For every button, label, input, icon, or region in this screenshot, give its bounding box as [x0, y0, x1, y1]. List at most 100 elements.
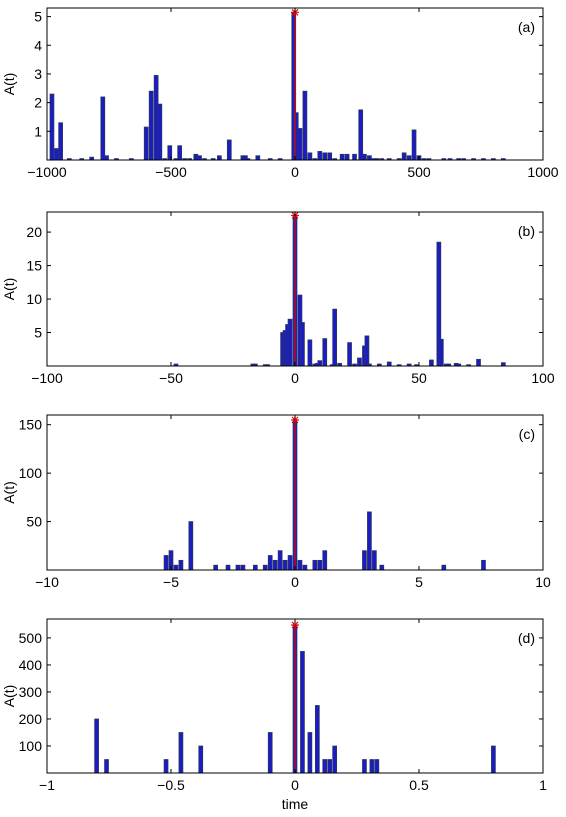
x-tick-label: −500: [155, 164, 187, 180]
y-tick-label: 500: [19, 630, 43, 646]
bar: [49, 93, 55, 161]
y-tick-label: 400: [19, 657, 43, 673]
bar: [235, 564, 241, 571]
bar: [379, 564, 385, 571]
bar: [438, 338, 444, 367]
bar: [287, 555, 293, 571]
panel-label: (c): [519, 426, 535, 442]
panel-label: (a): [518, 19, 535, 35]
x-tick-label: 10: [535, 574, 551, 590]
panel-label: (b): [518, 223, 535, 239]
bar: [217, 155, 222, 161]
bar: [297, 128, 303, 161]
x-tick-label: 500: [407, 164, 431, 180]
bar: [332, 745, 338, 774]
bar: [364, 335, 370, 367]
y-tick-label: 5: [34, 9, 42, 25]
bar: [322, 550, 328, 571]
bar: [100, 96, 106, 161]
bar: [163, 555, 169, 571]
x-tick-label: 0: [291, 574, 299, 590]
y-tick-label: 3: [34, 66, 42, 82]
bar: [58, 122, 63, 161]
bar: [322, 338, 328, 367]
bar: [367, 511, 372, 571]
bar: [307, 732, 313, 774]
bar: [362, 153, 367, 161]
y-tick-label: 1: [34, 123, 42, 139]
x-tick-label: 0.5: [409, 777, 429, 793]
x-tick-label: −1000: [27, 164, 67, 180]
bar: [143, 126, 149, 161]
panel-0: −1000 −500 0 500 1000 1 2 3 4 5 (a) A(t): [1, 7, 559, 180]
bar: [173, 564, 179, 571]
y-tick-label: 5: [34, 325, 42, 341]
bar: [177, 145, 183, 161]
bar: [188, 521, 194, 571]
bar: [197, 155, 202, 161]
x-tick-label: 0: [291, 164, 299, 180]
bar: [302, 90, 308, 161]
bar: [307, 152, 313, 161]
bar: [317, 151, 323, 161]
y-tick-label: 20: [26, 224, 42, 240]
bar: [178, 732, 184, 774]
bar: [225, 564, 231, 571]
y-tick-label: 2: [34, 95, 42, 111]
bar: [94, 718, 99, 774]
bar: [347, 342, 352, 367]
bar: [441, 564, 447, 571]
bar: [307, 339, 313, 367]
bar: [54, 148, 59, 161]
x-tick-label: −0.5: [157, 777, 185, 793]
bar: [213, 564, 218, 571]
bar: [104, 759, 109, 774]
bar: [476, 358, 481, 367]
panel-2: −10 −5 0 5 10 50 100 150 (c) A(t): [1, 414, 551, 590]
y-tick-label: 15: [26, 258, 42, 274]
bar: [481, 559, 486, 571]
x-tick-label: 0: [291, 777, 299, 793]
bar: [272, 559, 278, 571]
x-tick-label: 1000: [527, 164, 558, 180]
bar: [352, 153, 357, 161]
y-tick-label: 4: [34, 37, 42, 53]
y-axis-label: A(t): [1, 481, 17, 504]
x-tick-label: −10: [35, 574, 59, 590]
y-tick-label: 200: [19, 711, 43, 727]
bar: [500, 362, 506, 367]
bar: [317, 360, 323, 367]
bar: [374, 759, 380, 774]
bar: [386, 361, 392, 367]
bar: [314, 705, 320, 774]
bar: [429, 359, 434, 367]
bar: [148, 90, 154, 161]
y-tick-label: 100: [19, 465, 43, 481]
bar: [300, 322, 305, 367]
bar: [411, 129, 417, 161]
x-tick-label: 1: [539, 777, 547, 793]
bar: [163, 759, 169, 774]
bar: [252, 564, 258, 571]
bar: [262, 564, 268, 571]
panel-label: (d): [518, 630, 535, 646]
bar: [358, 109, 364, 161]
y-tick-label: 100: [19, 738, 43, 754]
bar: [287, 318, 293, 367]
bar: [362, 550, 367, 571]
bar: [357, 357, 362, 367]
bar: [327, 152, 333, 161]
bar: [104, 155, 109, 161]
x-tick-label: 50: [411, 370, 427, 386]
bar: [267, 555, 273, 571]
bar: [240, 564, 246, 571]
bar: [344, 153, 350, 161]
x-tick-label: −1: [39, 777, 55, 793]
x-axis-label: time: [282, 796, 309, 812]
y-axis-label: A(t): [1, 73, 17, 96]
y-tick-label: 150: [19, 417, 43, 433]
panel-1: −100 −50 0 50 100 5 10 15 20 (b) A(t): [1, 211, 555, 386]
bar: [312, 559, 318, 571]
bar: [401, 152, 407, 161]
bar: [178, 559, 184, 571]
